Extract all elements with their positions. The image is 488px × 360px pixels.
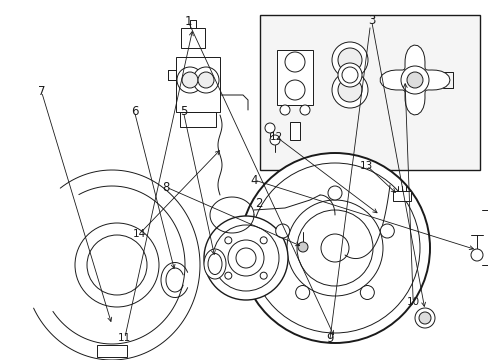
Bar [260,15,479,170]
Circle shape [236,248,256,268]
Circle shape [260,272,266,279]
Circle shape [249,163,419,333]
Circle shape [193,67,219,93]
Text: 14: 14 [132,229,146,239]
Circle shape [337,63,361,87]
Circle shape [264,123,274,133]
Bar [276,50,312,105]
Text: 6: 6 [130,105,138,118]
Circle shape [203,216,287,300]
Circle shape [269,135,280,145]
Circle shape [280,105,289,115]
Circle shape [285,80,305,100]
Bar [392,191,410,201]
Circle shape [224,272,231,279]
Text: 2: 2 [255,197,263,210]
Circle shape [227,240,264,276]
Text: 7: 7 [38,85,45,98]
Circle shape [380,224,393,238]
Bar [97,345,127,357]
Circle shape [418,312,430,324]
Circle shape [341,67,357,83]
Circle shape [75,223,159,307]
Circle shape [286,200,382,296]
Circle shape [260,237,266,244]
Circle shape [331,42,367,78]
Circle shape [414,308,434,328]
Text: 10: 10 [406,297,419,307]
Bar [176,57,220,112]
Circle shape [224,237,231,244]
Text: 3: 3 [367,14,375,27]
Circle shape [299,105,309,115]
Text: 5: 5 [179,105,187,118]
Text: 9: 9 [325,332,333,345]
Text: 4: 4 [250,174,258,186]
Text: 8: 8 [162,181,170,194]
Circle shape [177,67,203,93]
Text: 13: 13 [359,161,373,171]
Circle shape [320,234,348,262]
Polygon shape [380,45,449,115]
Circle shape [295,285,309,300]
Circle shape [327,186,341,200]
Bar [181,28,204,48]
Circle shape [360,285,373,300]
Circle shape [331,72,367,108]
Circle shape [406,72,422,88]
Bar [289,122,299,140]
Circle shape [198,72,214,88]
Text: 1: 1 [184,15,192,28]
Ellipse shape [203,249,225,279]
Circle shape [182,72,198,88]
Circle shape [400,66,428,94]
Text: 12: 12 [269,132,283,142]
Text: 11: 11 [118,333,131,343]
Circle shape [87,235,147,295]
Circle shape [296,210,372,286]
Circle shape [337,78,361,102]
Circle shape [240,153,429,343]
Circle shape [297,242,307,252]
Circle shape [213,225,279,291]
Circle shape [337,48,361,72]
Ellipse shape [207,253,222,274]
Circle shape [470,249,482,261]
Circle shape [285,52,305,72]
Circle shape [275,224,289,238]
Bar [180,112,216,127]
